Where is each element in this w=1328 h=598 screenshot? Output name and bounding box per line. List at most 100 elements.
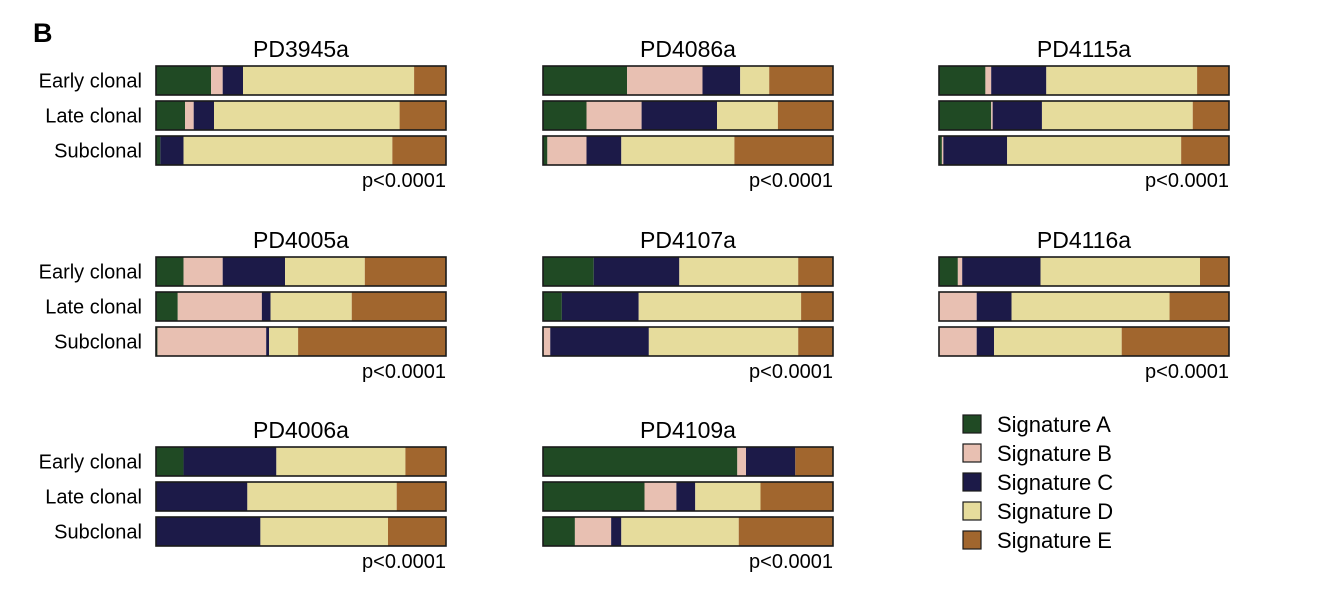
bar-segment-signature-d-early-clonal (740, 66, 770, 95)
chart-panel-pd4086a: PD4086a p<0.0001 (542, 36, 834, 192)
bar-outline-early-clonal (155, 446, 447, 477)
bar-segment-signature-c-early-clonal (962, 257, 1041, 286)
legend-swatch-signature-a (962, 414, 982, 434)
bar-segment-signature-e-subclonal (798, 327, 833, 356)
row-label-subclonal: Subclonal (54, 141, 142, 163)
bar-segment-signature-c-late-clonal (976, 292, 1012, 321)
bar-segment-signature-e-early-clonal (798, 257, 833, 286)
bar-segment-signature-e-subclonal (1121, 327, 1229, 356)
bar-segment-signature-c-late-clonal (561, 292, 639, 321)
bar-outline-subclonal (938, 326, 1230, 357)
bar-segment-signature-e-early-clonal (1197, 66, 1229, 95)
bar-outline-early-clonal (155, 65, 447, 96)
bar-segment-signature-c-late-clonal (676, 482, 696, 511)
bar-segment-signature-e-late-clonal (351, 292, 446, 321)
bar-segment-signature-a-early-clonal (939, 66, 986, 95)
chart-title: PD3945a (253, 36, 349, 62)
bar-segment-signature-e-subclonal (392, 136, 446, 165)
chart-title: PD4005a (253, 227, 349, 253)
p-value-label: p<0.0001 (362, 361, 446, 383)
bar-segment-signature-b-late-clonal (991, 101, 993, 130)
chart-panel-pd4005a: PD4005a Early clonal Late clonal Subclonal p… (39, 227, 447, 383)
bar-segment-signature-e-late-clonal (801, 292, 833, 321)
bar-segment-signature-c-subclonal (156, 517, 261, 546)
bar-segment-signature-a-early-clonal (156, 257, 184, 286)
bar-segment-signature-d-subclonal (1007, 136, 1182, 165)
bar-outline-late-clonal (542, 100, 834, 131)
bar-segment-signature-c-late-clonal (641, 101, 717, 130)
chart-title: PD4109a (640, 417, 736, 443)
bar-segment-signature-c-subclonal (976, 327, 995, 356)
chart-panel-pd4109a: PD4109a p<0.0001 (542, 417, 834, 573)
bar-segment-signature-d-early-clonal (1046, 66, 1198, 95)
bar-segment-signature-c-late-clonal (156, 482, 248, 511)
bar-segment-signature-b-subclonal (543, 327, 551, 356)
bar-segment-signature-b-early-clonal (211, 66, 223, 95)
bar-segment-signature-c-early-clonal (222, 66, 243, 95)
row-label-late-clonal: Late clonal (45, 487, 142, 509)
bar-segment-signature-c-subclonal (611, 517, 622, 546)
p-value-label: p<0.0001 (749, 551, 833, 573)
bar-segment-signature-b-subclonal (574, 517, 612, 546)
bar-segment-signature-a-early-clonal (939, 257, 958, 286)
bar-segment-signature-a-late-clonal (156, 101, 185, 130)
p-value-label: p<0.0001 (749, 361, 833, 383)
bar-segment-signature-b-late-clonal (177, 292, 262, 321)
bar-segment-signature-b-subclonal (941, 136, 944, 165)
bar-outline-subclonal (542, 516, 834, 547)
legend-swatch-signature-d (962, 501, 982, 521)
bar-outline-late-clonal (542, 481, 834, 512)
p-value-label: p<0.0001 (362, 551, 446, 573)
bar-segment-signature-c-early-clonal (702, 66, 741, 95)
bar-segment-signature-d-early-clonal (276, 447, 406, 476)
bar-segment-signature-e-subclonal (734, 136, 833, 165)
bar-segment-signature-e-early-clonal (769, 66, 833, 95)
bar-segment-signature-b-subclonal (547, 136, 587, 165)
bar-outline-early-clonal (938, 65, 1230, 96)
bar-outline-late-clonal (938, 100, 1230, 131)
bar-segment-signature-c-late-clonal (992, 101, 1042, 130)
bar-outline-early-clonal (542, 446, 834, 477)
bar-outline-subclonal (155, 135, 447, 166)
bar-segment-signature-b-subclonal (157, 327, 267, 356)
bar-segment-signature-c-early-clonal (991, 66, 1047, 95)
bar-segment-signature-b-early-clonal (627, 66, 703, 95)
bar-segment-signature-b-early-clonal (183, 257, 223, 286)
chart-panel-pd3945a: PD3945a Early clonal Late clonal Subclonal p… (39, 36, 447, 192)
bar-segment-signature-d-subclonal (621, 517, 739, 546)
legend-label-signature-d: Signature D (997, 499, 1113, 524)
bar-segment-signature-d-early-clonal (1040, 257, 1200, 286)
row-label-early-clonal: Early clonal (39, 452, 142, 474)
bar-segment-signature-e-early-clonal (405, 447, 446, 476)
bar-outline-early-clonal (938, 256, 1230, 287)
bar-segment-signature-d-late-clonal (1041, 101, 1193, 130)
bar-segment-signature-c-subclonal (550, 327, 649, 356)
chart-title: PD4116a (1037, 227, 1131, 253)
p-value-label: p<0.0001 (749, 170, 833, 192)
legend-label-signature-b: Signature B (997, 441, 1112, 466)
bar-outline-subclonal (542, 326, 834, 357)
bar-segment-signature-a-late-clonal (543, 482, 645, 511)
bar-segment-signature-e-late-clonal (777, 101, 833, 130)
bar-segment-signature-e-subclonal (388, 517, 446, 546)
bar-segment-signature-a-early-clonal (543, 447, 738, 476)
chart-panel-pd4006a: PD4006a Early clonal Late clonal Subclonal p… (39, 417, 447, 573)
bar-segment-signature-d-early-clonal (285, 257, 365, 286)
bar-segment-signature-c-late-clonal (193, 101, 214, 130)
bar-segment-signature-d-subclonal (621, 136, 735, 165)
bar-outline-early-clonal (542, 256, 834, 287)
bar-segment-signature-d-late-clonal (214, 101, 400, 130)
bar-segment-signature-d-subclonal (994, 327, 1122, 356)
bar-segment-signature-b-late-clonal (586, 101, 642, 130)
bar-segment-signature-d-early-clonal (679, 257, 799, 286)
bar-segment-signature-e-early-clonal (414, 66, 446, 95)
bar-segment-signature-c-early-clonal (183, 447, 277, 476)
bar-outline-late-clonal (155, 100, 447, 131)
bar-outline-subclonal (938, 135, 1230, 166)
bar-segment-signature-e-late-clonal (1192, 101, 1229, 130)
bar-outline-late-clonal (155, 481, 447, 512)
bar-segment-signature-c-late-clonal (261, 292, 271, 321)
row-label-late-clonal: Late clonal (45, 106, 142, 128)
bar-segment-signature-a-early-clonal (156, 447, 184, 476)
bar-outline-subclonal (155, 516, 447, 547)
